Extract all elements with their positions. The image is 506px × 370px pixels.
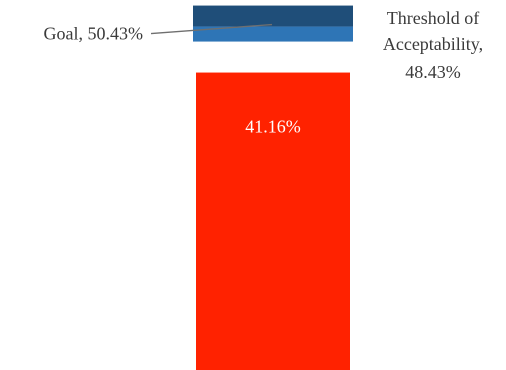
threshold-label-line2: Acceptability, bbox=[383, 34, 483, 54]
bar-value bbox=[196, 72, 350, 370]
threshold-label-value: 48.43% bbox=[405, 62, 461, 82]
goal-label-value: 50.43% bbox=[88, 24, 144, 44]
goal-label-name: Goal bbox=[44, 24, 79, 44]
goal-band bbox=[193, 5, 353, 27]
threshold-label-line1: Threshold of bbox=[387, 8, 479, 28]
bar-data-label: 41.16% bbox=[245, 117, 301, 137]
goal-leader-line bbox=[150, 23, 273, 35]
goal-label-sep: , bbox=[79, 24, 88, 44]
goal-label: Goal, 50.43% bbox=[44, 24, 144, 44]
threshold-band bbox=[193, 26, 353, 42]
